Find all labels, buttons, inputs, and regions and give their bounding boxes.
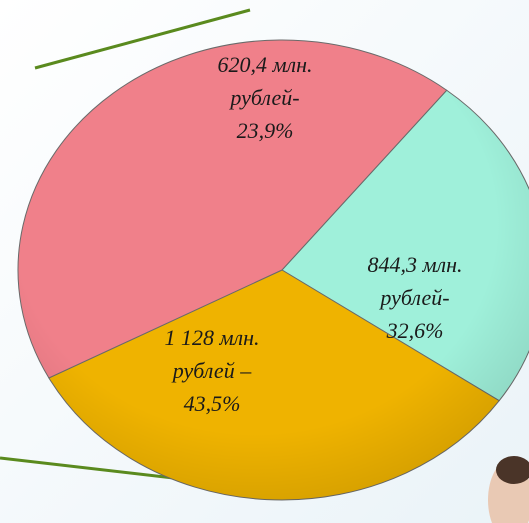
chart: 620,4 млн.рублей-23,9%844,3 млн.рублей-3… (0, 0, 529, 523)
